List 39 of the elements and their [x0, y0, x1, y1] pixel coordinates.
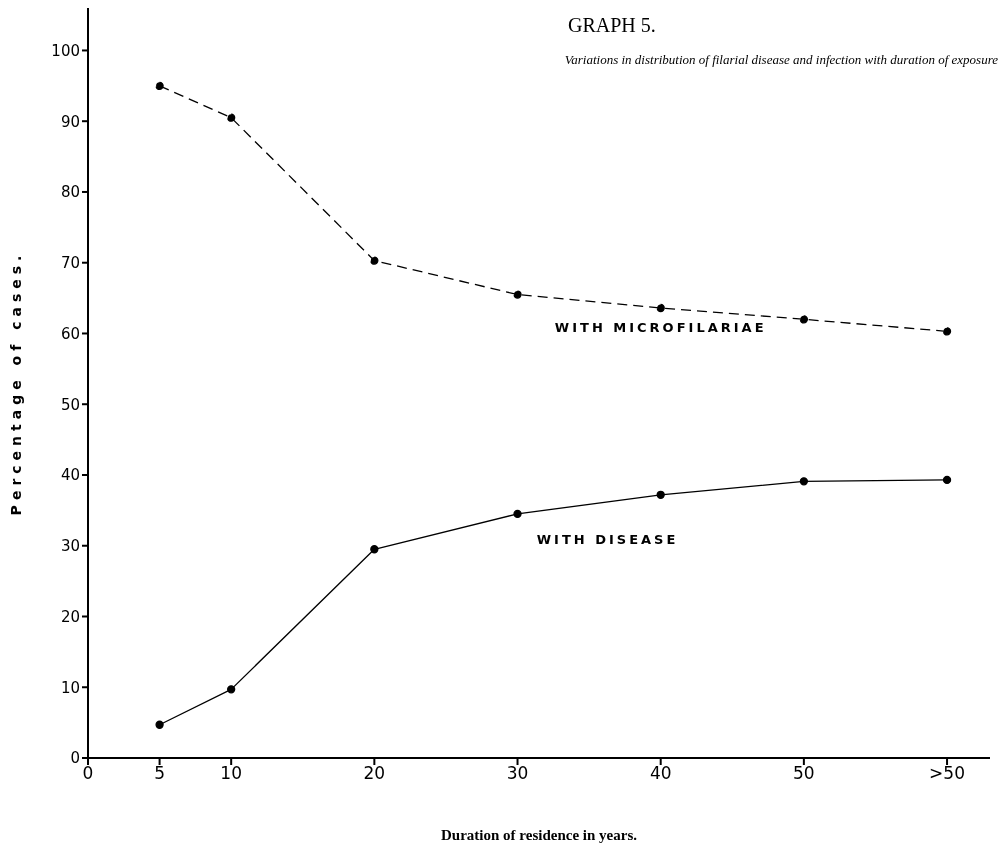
- point: [799, 315, 809, 324]
- x-tick-label: 0: [82, 763, 94, 784]
- y-tick-label: 50: [60, 395, 80, 414]
- x-tick-label: >50: [929, 763, 965, 784]
- x-tick-label: 5: [154, 763, 165, 784]
- x-tick-label: 10: [220, 763, 242, 784]
- y-axis-title: Percentage of cases.: [7, 250, 24, 516]
- y-tick-label: 60: [60, 324, 80, 343]
- y-tick-label: 80: [60, 183, 80, 202]
- point: [942, 475, 952, 485]
- y-tick-label: 0: [70, 749, 80, 768]
- point: [513, 509, 522, 519]
- text: Variations in distribution of filarial disease and infection with duration of exposure: [563, 52, 998, 68]
- point: [656, 490, 665, 499]
- point: [799, 477, 809, 486]
- point: [227, 685, 236, 694]
- point: [370, 545, 379, 554]
- point: [942, 327, 952, 336]
- x-tick-label: 50: [793, 763, 815, 784]
- series-label: WITH DISEASE: [536, 531, 679, 547]
- point: [656, 303, 665, 313]
- y-tick-label: 40: [60, 466, 80, 485]
- y-tick-label: 70: [60, 254, 80, 273]
- point: [155, 81, 164, 90]
- x-tick-label: 30: [506, 763, 529, 784]
- point: [513, 290, 522, 299]
- series-label: WITH MICROFILARIAE: [554, 320, 767, 335]
- x-axis-title: Duration of residence in years.: [441, 827, 638, 843]
- point: [370, 256, 379, 265]
- y-tick-label: 90: [60, 112, 80, 131]
- y-tick-label: 20: [60, 607, 80, 626]
- x-tick-label: 40: [649, 763, 672, 784]
- y-tick-label: 10: [60, 678, 80, 697]
- point: [227, 113, 236, 122]
- y-tick-label: 100: [51, 41, 80, 60]
- x-tick-label: 20: [363, 763, 386, 784]
- y-tick-label: 30: [60, 537, 80, 556]
- chart-title: GRAPH 5.: [568, 14, 656, 37]
- point: [155, 720, 164, 729]
